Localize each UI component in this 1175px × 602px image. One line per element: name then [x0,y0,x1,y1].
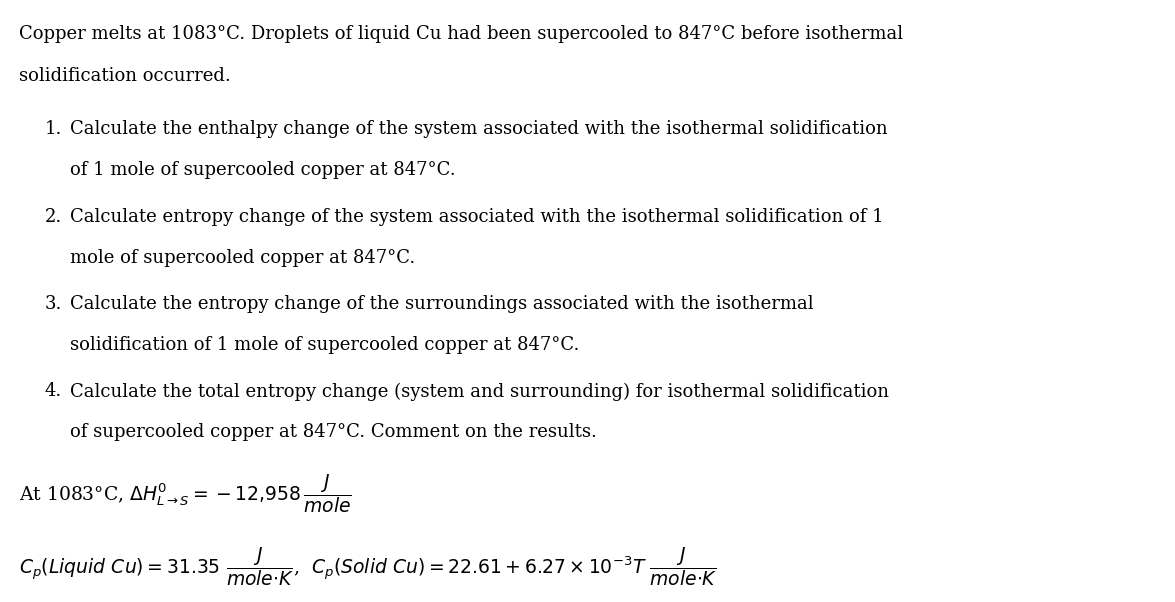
Text: Calculate the enthalpy change of the system associated with the isothermal solid: Calculate the enthalpy change of the sys… [70,120,888,138]
Text: Copper melts at 1083°C. Droplets of liquid Cu had been supercooled to 847°C befo: Copper melts at 1083°C. Droplets of liqu… [19,25,902,43]
Text: Calculate the entropy change of the surroundings associated with the isothermal: Calculate the entropy change of the surr… [70,295,814,313]
Text: 2.: 2. [45,208,62,226]
Text: 1.: 1. [45,120,62,138]
Text: solidification occurred.: solidification occurred. [19,67,230,85]
Text: At 1083$\mathregular{°}$C, $\Delta H^0_{L{\rightarrow}S} = -12{,}958\,\dfrac{J}{: At 1083$\mathregular{°}$C, $\Delta H^0_{… [19,473,351,515]
Text: mole of supercooled copper at 847°C.: mole of supercooled copper at 847°C. [70,249,416,267]
Text: of 1 mole of supercooled copper at 847°C.: of 1 mole of supercooled copper at 847°C… [70,161,456,179]
Text: 4.: 4. [45,382,62,400]
Text: 3.: 3. [45,295,62,313]
Text: of supercooled copper at 847°C. Comment on the results.: of supercooled copper at 847°C. Comment … [70,423,597,441]
Text: solidification of 1 mole of supercooled copper at 847°C.: solidification of 1 mole of supercooled … [70,336,580,354]
Text: $C_p(\mathit{Liquid\ Cu}) = 31.35\ \dfrac{J}{mole{\cdot}K}$$\mathregular{,}\ \ $: $C_p(\mathit{Liquid\ Cu}) = 31.35\ \dfra… [19,545,717,588]
Text: Calculate the total entropy change (system and surrounding) for isothermal solid: Calculate the total entropy change (syst… [70,382,889,400]
Text: Calculate entropy change of the system associated with the isothermal solidifica: Calculate entropy change of the system a… [70,208,884,226]
